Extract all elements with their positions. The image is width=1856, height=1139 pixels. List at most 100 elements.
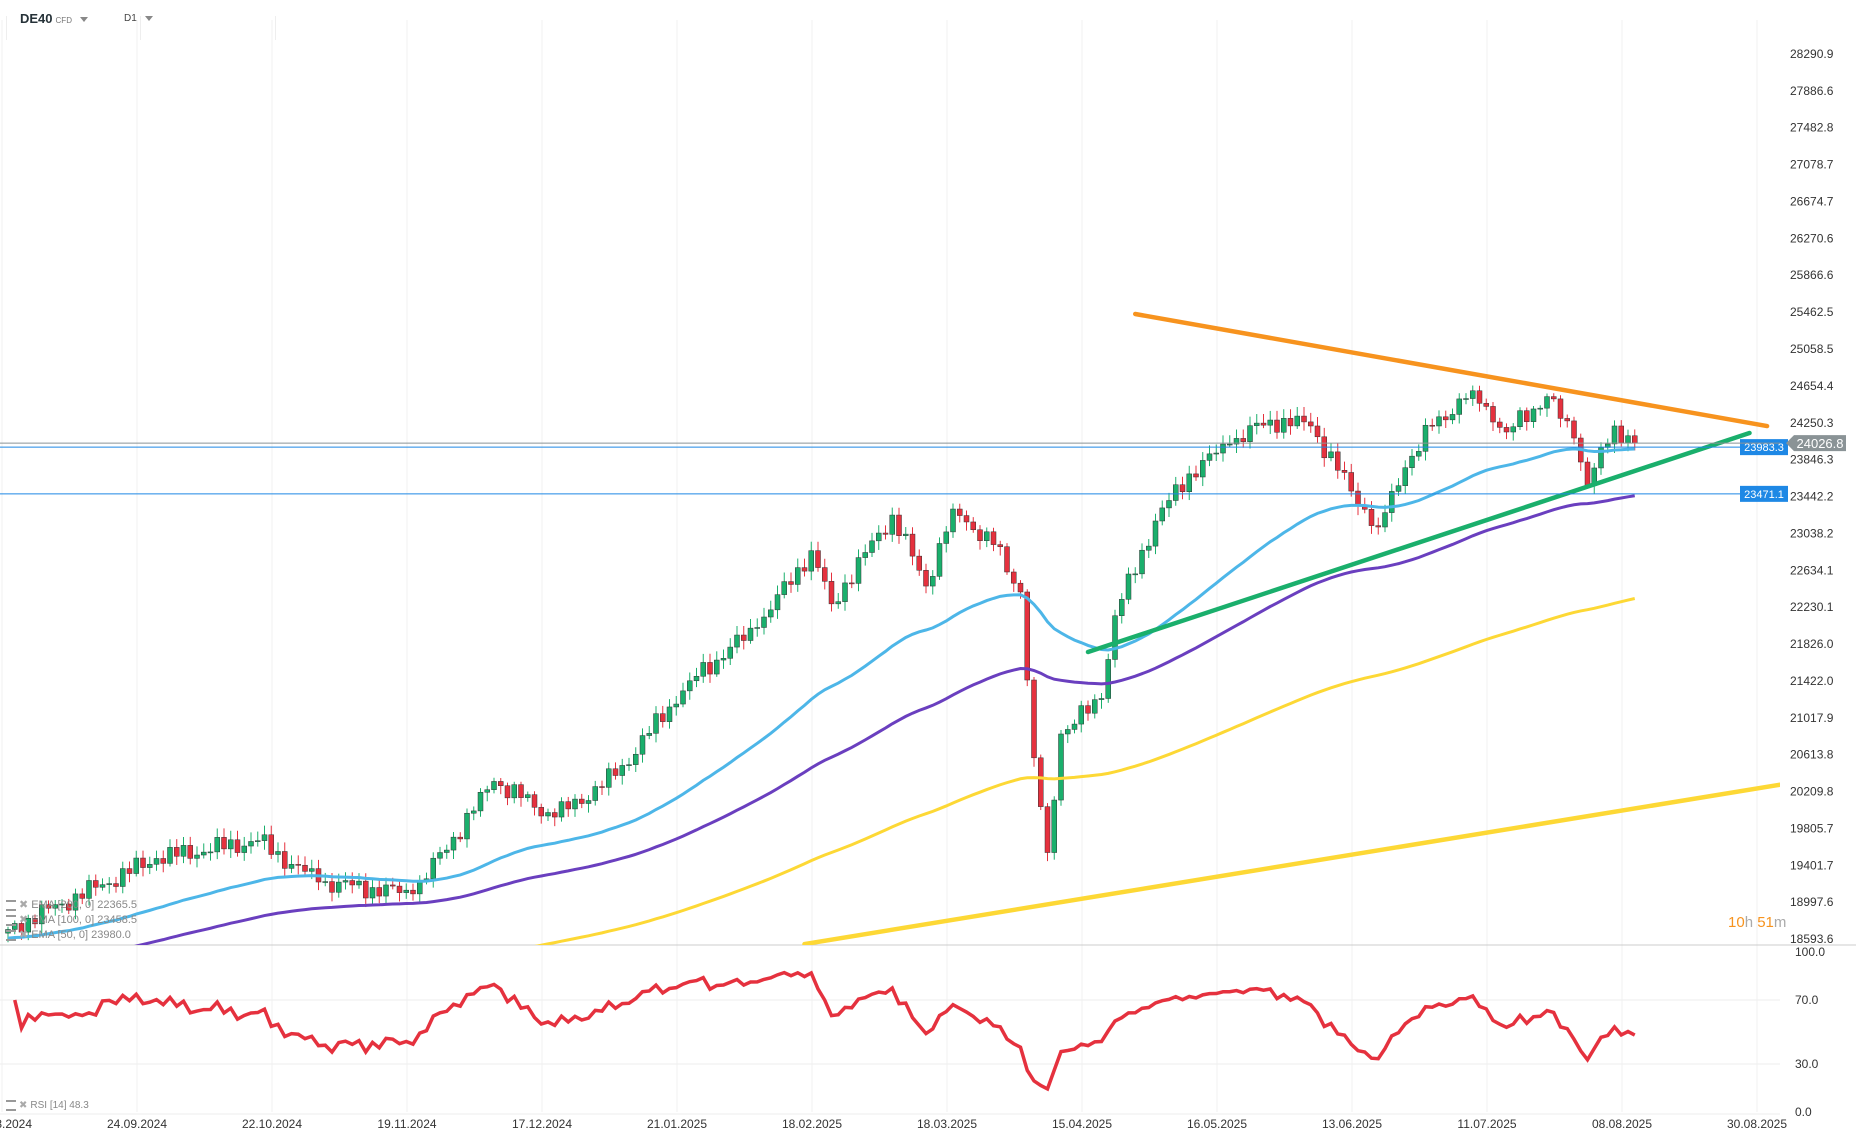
legend-ema-200[interactable]: ✖ EMA [200, 0] 22365.5 xyxy=(6,898,137,911)
candle-body xyxy=(585,800,592,804)
symbol-selector[interactable]: DE40 CFD xyxy=(20,11,88,26)
candle-body xyxy=(1287,418,1294,427)
candle-body xyxy=(86,880,92,899)
candle-body xyxy=(356,880,362,886)
candle-body xyxy=(1078,705,1084,725)
candle-body xyxy=(322,881,328,883)
candle-body xyxy=(633,753,639,765)
candle-body xyxy=(565,801,571,810)
candle-body xyxy=(93,880,99,888)
close-icon[interactable]: ✖ xyxy=(19,1100,28,1112)
candle-body xyxy=(1416,451,1422,457)
candle-body xyxy=(599,786,605,788)
candle-body xyxy=(936,543,943,577)
timeframe-selector[interactable]: D1 xyxy=(124,13,153,24)
candle-body xyxy=(1517,410,1523,428)
close-icon[interactable]: ✖ xyxy=(19,899,29,911)
hline-price-label: 23471.1 xyxy=(1744,489,1784,501)
candle-body xyxy=(1065,729,1071,735)
candle-body xyxy=(1200,460,1206,478)
candle-body xyxy=(1146,545,1152,551)
candle-body xyxy=(1220,443,1226,454)
candle-body xyxy=(147,864,153,868)
settings-icon[interactable] xyxy=(6,1100,16,1111)
candle-body xyxy=(295,864,301,866)
ema-100-line xyxy=(134,494,1635,945)
rsi-line xyxy=(13,970,1636,1092)
timeframe-label: D1 xyxy=(124,13,137,24)
close-icon[interactable]: ✖ xyxy=(19,914,29,926)
x-tick-label: 15.04.2025 xyxy=(1052,1117,1112,1131)
candle-body xyxy=(282,851,288,869)
trendline-resistance xyxy=(1133,311,1770,429)
candle-countdown: 10h 51m xyxy=(1728,914,1787,931)
x-tick-label: 30.08.2025 xyxy=(1727,1117,1787,1131)
ema-200-line xyxy=(534,597,1636,945)
candle-body xyxy=(1328,451,1334,459)
candle-body xyxy=(241,845,247,853)
candle-body xyxy=(491,781,497,790)
settings-icon[interactable] xyxy=(6,914,16,926)
trendline-long-support xyxy=(802,782,1780,945)
candle-body xyxy=(1368,509,1375,526)
candle-body xyxy=(882,532,889,535)
candle-body xyxy=(916,555,922,571)
close-icon[interactable]: ✖ xyxy=(19,929,29,941)
candle-body xyxy=(545,812,551,817)
candle-body xyxy=(741,634,747,641)
candle-body xyxy=(930,576,936,587)
candle-body xyxy=(1463,398,1469,400)
candle-body xyxy=(1051,799,1057,853)
candle-body xyxy=(1004,546,1010,573)
candle-body xyxy=(1611,425,1618,445)
legend-rsi[interactable]: ✖ RSI [14] 48.3 xyxy=(6,1100,89,1111)
candle-body xyxy=(504,785,511,799)
candle-body xyxy=(430,857,436,880)
candle-body xyxy=(1564,418,1570,422)
candle-body xyxy=(943,531,949,544)
candle-body xyxy=(342,880,349,883)
candle-body xyxy=(498,781,504,786)
candle-body xyxy=(531,794,538,808)
candle-body xyxy=(484,789,490,793)
y-tick-label: 25462.5 xyxy=(1790,305,1834,319)
last-price-label: 24026.8 xyxy=(1797,436,1844,451)
candle-body xyxy=(1260,422,1267,426)
y-tick-label: 21017.9 xyxy=(1790,711,1834,725)
candle-body xyxy=(32,918,38,925)
legend-label: EMA [100, 0] 23458.5 xyxy=(31,914,138,926)
candle-body xyxy=(1017,582,1024,593)
legend-label: RSI [14] 48.3 xyxy=(30,1100,89,1112)
candle-body xyxy=(1098,698,1105,700)
candle-body xyxy=(687,680,693,692)
candle-body xyxy=(977,529,983,541)
y-tick-label: 22634.1 xyxy=(1790,563,1834,577)
chevron-down-icon xyxy=(144,15,153,21)
legend-ema-50[interactable]: ✖ EMA [50, 0] 23980.0 xyxy=(6,928,131,941)
candle-body xyxy=(1105,659,1111,699)
candle-body xyxy=(1456,398,1462,415)
candle-body xyxy=(25,918,31,933)
candle-body xyxy=(558,801,565,818)
y-tick-label: 26674.7 xyxy=(1790,194,1834,208)
candle-body xyxy=(403,889,409,893)
candle-body xyxy=(747,627,754,641)
candle-body xyxy=(970,521,976,531)
candle-body xyxy=(909,533,916,557)
legend-ema-100[interactable]: ✖ EMA [100, 0] 23458.5 xyxy=(6,913,137,926)
settings-icon[interactable] xyxy=(6,929,16,941)
candle-body xyxy=(869,540,875,553)
candle-body xyxy=(187,845,193,859)
candle-body xyxy=(801,567,808,572)
candle-body xyxy=(822,567,828,582)
chart-toolbar: DE40 CFD D1 xyxy=(0,0,1780,40)
settings-icon[interactable] xyxy=(6,899,16,911)
candle-body xyxy=(1510,426,1516,433)
candle-body xyxy=(889,514,895,535)
candle-body xyxy=(1314,425,1321,438)
candle-body xyxy=(626,764,632,766)
candle-body xyxy=(106,883,112,885)
divider xyxy=(140,16,141,40)
candle-body xyxy=(1389,491,1395,513)
